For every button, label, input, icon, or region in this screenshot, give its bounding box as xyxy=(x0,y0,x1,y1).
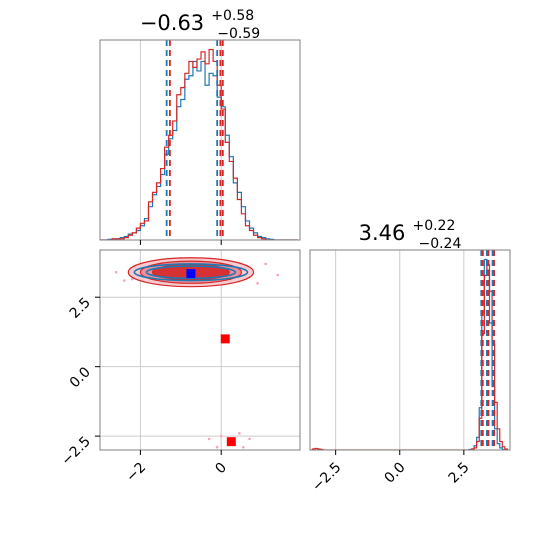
hist-p2-xtick-label: −2.5 xyxy=(309,460,344,495)
panel-2d-marker xyxy=(186,269,196,279)
panel-2d-marker xyxy=(226,437,236,447)
panel-2d-outlier-point xyxy=(238,432,241,435)
panel-2d-xtick-label: −2 xyxy=(123,460,149,486)
panel-2d-outlier-point xyxy=(207,437,211,441)
panel-2d-outlier-point xyxy=(256,282,259,285)
panel-2d-ytick-label: −2.5 xyxy=(58,434,93,469)
panel-2d-series-a-contour xyxy=(133,263,249,282)
hist-p1-frame xyxy=(99,39,301,241)
panel-2d-ytick-label: 0.0 xyxy=(67,364,94,391)
hist-p1-xticks xyxy=(139,240,222,245)
hist-p2-xtick-label: 0.0 xyxy=(382,460,409,487)
hist-p1-series_b-line xyxy=(100,48,298,240)
panel-2d-outlier-point xyxy=(114,270,118,274)
panel-2d-frame xyxy=(99,249,301,451)
panel-2d-outlier-point xyxy=(122,279,126,282)
panel-2d-marker xyxy=(220,334,230,344)
panel-2d-xtick-label: 0 xyxy=(212,460,230,478)
panel-2d-outlier-point xyxy=(264,262,267,266)
hist-p2-title: 3.46 +0.22 −0.24 xyxy=(359,215,462,252)
panel-hist-p2: −2.5 0.0 2.5 3.46 +0.22 −0.24 xyxy=(309,215,511,495)
hist-p1-background xyxy=(100,40,300,240)
panel-2d-outlier-point xyxy=(242,445,245,449)
hist-p2-xtick-label: 2.5 xyxy=(446,460,473,487)
hist-p2-background xyxy=(310,250,510,450)
hist-p1-title: −0.63 +0.58 −0.59 xyxy=(140,5,260,42)
hist-p2-frame xyxy=(309,249,511,451)
hist-p2-grid xyxy=(335,250,465,450)
panel-2d-outlier-point xyxy=(219,434,223,438)
hist-p1-plot xyxy=(100,40,298,240)
hist-p2-xticks: −2.5 0.0 2.5 xyxy=(309,450,473,495)
hist-p2-plot xyxy=(310,250,509,450)
panel-2d-ytick-label: 2.5 xyxy=(67,295,94,322)
panel-2d-series-a-contour xyxy=(145,265,237,280)
panel-2d: −2 0 −2.5 0.0 2.5 xyxy=(58,249,301,486)
panel-2d-outlier-point xyxy=(131,277,134,281)
panel-2d-outlier-point xyxy=(248,437,251,441)
panel-hist-p1: −0.63 +0.58 −0.59 xyxy=(99,5,301,245)
panel-2d-outlier-point xyxy=(215,445,219,449)
panel-2d-outlier-point xyxy=(276,273,280,277)
panel-2d-plot xyxy=(114,257,280,449)
